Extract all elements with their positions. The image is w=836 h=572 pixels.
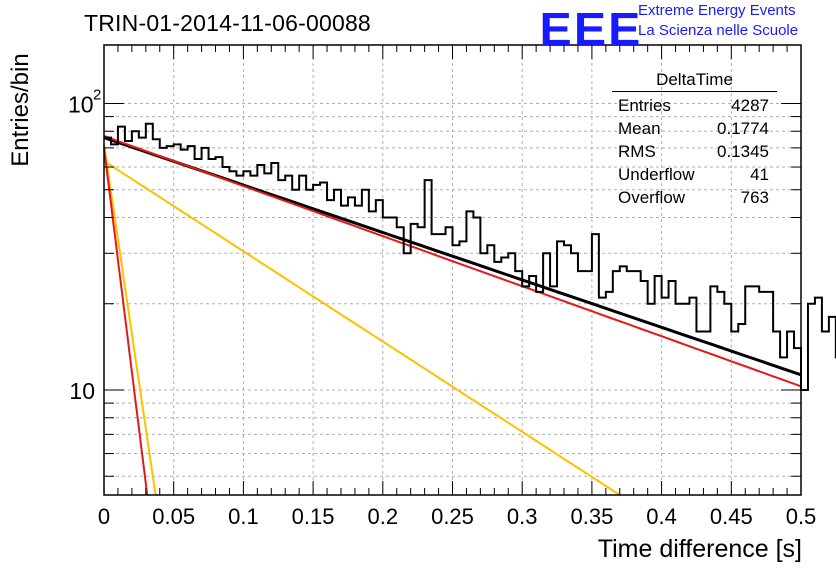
stats-value: 4287 [731, 96, 769, 115]
x-tick-label: 0.1 [228, 504, 259, 529]
stats-value: 41 [750, 165, 769, 184]
x-tick-label: 0.35 [570, 504, 613, 529]
y-tick-label: 10 [68, 91, 94, 117]
stats-row-overflow: Overflow 763 [612, 186, 777, 209]
stats-label: Underflow [618, 165, 695, 184]
logo-subtitle-1: Extreme Energy Events [638, 2, 796, 19]
stats-label: Entries [618, 96, 671, 115]
x-tick-label: 0.15 [292, 504, 335, 529]
y-axis-label: Entries/bin [7, 53, 34, 167]
x-axis-label: Time difference [s] [597, 535, 802, 563]
fit-curve [103, 160, 621, 496]
stats-value: 0.1774 [717, 119, 769, 138]
eee-logo: EEE [539, 3, 643, 55]
x-tick-label: 0.5 [786, 504, 817, 529]
stats-row-mean: Mean 0.1774 [612, 117, 777, 140]
run-title: TRIN-01-2014-11-06-00088 [84, 10, 371, 36]
x-tick-label: 0.25 [431, 504, 474, 529]
x-tick-label: 0.4 [646, 504, 677, 529]
x-tick-label: 0 [98, 504, 110, 529]
y-tick-label: 10 [69, 378, 95, 404]
stats-box: DeltaTime Entries 4287 Mean 0.1774 RMS 0… [612, 70, 777, 209]
stats-row-underflow: Underflow 41 [612, 163, 777, 186]
histogram-outline [104, 122, 836, 391]
x-tick-label: 0.05 [152, 504, 195, 529]
stats-value: 763 [740, 188, 769, 207]
stats-label: RMS [618, 142, 656, 161]
logo-subtitle-2: La Scienza nelle Scuole [638, 22, 799, 39]
x-tick-label: 0.45 [710, 504, 753, 529]
fit-curve [103, 147, 149, 496]
fit-curve [103, 135, 802, 388]
stats-label: Overflow [618, 188, 686, 207]
stats-label: Mean [618, 119, 661, 138]
x-tick-label: 0.3 [507, 504, 538, 529]
stats-value: 0.1345 [717, 142, 769, 161]
stats-row-rms: RMS 0.1345 [612, 140, 777, 163]
fit-curve [103, 144, 157, 496]
x-tick-label: 0.2 [368, 504, 399, 529]
stats-row-entries: Entries 4287 [612, 94, 777, 117]
stats-title: DeltaTime [612, 70, 777, 92]
y-tick-label-exponent: 2 [93, 86, 101, 103]
